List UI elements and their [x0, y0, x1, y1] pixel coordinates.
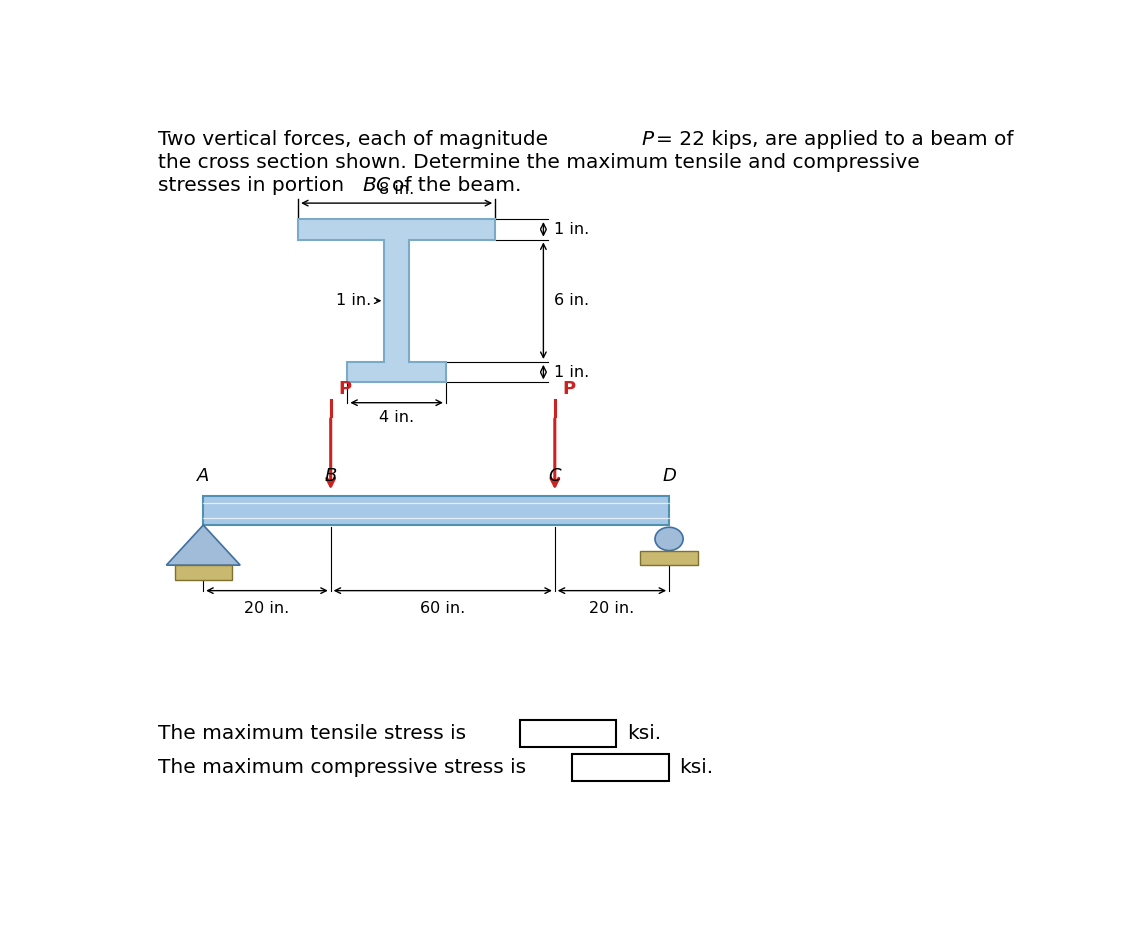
FancyBboxPatch shape — [573, 754, 669, 781]
Text: the cross section shown. Determine the maximum tensile and compressive: the cross section shown. Determine the m… — [158, 153, 920, 172]
Text: 1 in.: 1 in. — [553, 222, 590, 236]
Text: stresses in portion: stresses in portion — [158, 176, 350, 195]
Text: = 22 kips, are applied to a beam of: = 22 kips, are applied to a beam of — [655, 130, 1014, 149]
Text: 6 in.: 6 in. — [553, 293, 589, 308]
Text: 1 in.: 1 in. — [336, 293, 371, 308]
Circle shape — [655, 527, 683, 551]
FancyBboxPatch shape — [203, 496, 669, 525]
Polygon shape — [167, 525, 240, 565]
Text: 8 in.: 8 in. — [379, 183, 414, 198]
Text: ksi.: ksi. — [627, 724, 661, 743]
Text: $D$: $D$ — [661, 467, 677, 485]
FancyBboxPatch shape — [175, 565, 231, 580]
Text: 20 in.: 20 in. — [590, 601, 635, 616]
Text: 60 in.: 60 in. — [420, 601, 465, 616]
Polygon shape — [298, 219, 496, 382]
Text: 20 in.: 20 in. — [244, 601, 289, 616]
FancyBboxPatch shape — [641, 551, 697, 565]
Text: $A$: $A$ — [196, 467, 210, 485]
Text: $P$: $P$ — [641, 130, 655, 149]
FancyBboxPatch shape — [519, 720, 617, 747]
Text: Two vertical forces, each of magnitude: Two vertical forces, each of magnitude — [158, 130, 555, 149]
Text: 4 in.: 4 in. — [379, 410, 414, 425]
Text: $BC$: $BC$ — [363, 176, 392, 195]
Text: The maximum tensile stress is: The maximum tensile stress is — [158, 724, 466, 743]
Text: ksi.: ksi. — [679, 758, 713, 778]
Text: 1 in.: 1 in. — [553, 364, 590, 379]
Text: $\mathbf{P}$: $\mathbf{P}$ — [561, 380, 576, 398]
Text: $B$: $B$ — [324, 467, 337, 485]
Text: of the beam.: of the beam. — [392, 176, 522, 195]
Text: $C$: $C$ — [548, 467, 562, 485]
Text: The maximum compressive stress is: The maximum compressive stress is — [158, 758, 526, 778]
Text: $\mathbf{P}$: $\mathbf{P}$ — [338, 380, 353, 398]
